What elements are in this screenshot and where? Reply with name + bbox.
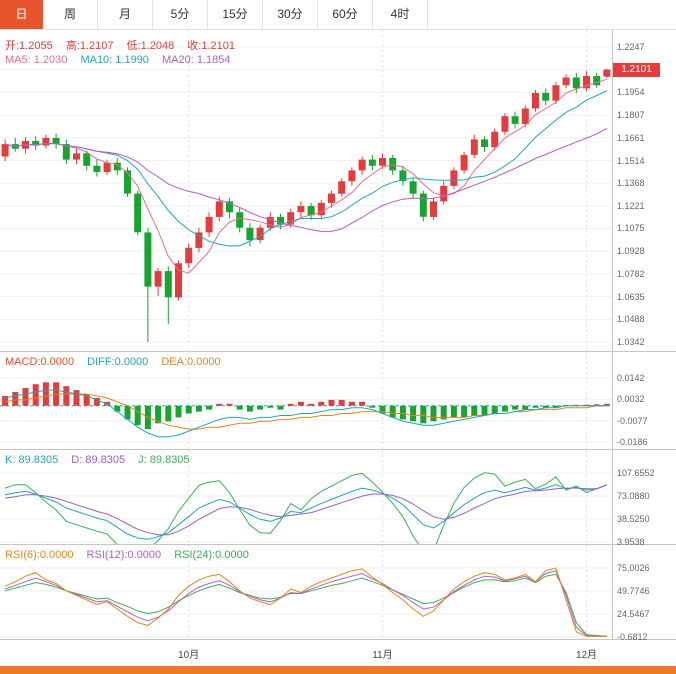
y-tick-label: 3.9538 bbox=[617, 537, 645, 547]
rsi-readout: RSI(6):0.0000 RSI(12):0.0000 RSI(24):0.0… bbox=[5, 549, 259, 561]
ohlc-readout: 开:1.2055 高:1.2107 低:1.2048 收:1.2101 bbox=[5, 37, 245, 53]
y-tick-label: 0.0032 bbox=[617, 394, 645, 405]
rsi12-value: RSI(12):0.0000 bbox=[86, 549, 162, 561]
open-value: 开:1.2055 bbox=[5, 40, 53, 52]
y-tick-label: 38.5250 bbox=[617, 513, 650, 524]
month-label-dec: 12月 bbox=[575, 650, 598, 661]
candlestick-chart[interactable] bbox=[0, 30, 612, 351]
ma-readout: MA5: 1.2030 MA10: 1.1990 MA20: 1.1854 bbox=[5, 54, 241, 66]
y-tick-label: 49.7746 bbox=[617, 586, 650, 596]
last-price-tag: 1.2101 bbox=[613, 62, 660, 77]
y-tick-label: 0.0142 bbox=[617, 373, 645, 383]
y-tick-label: 1.0342 bbox=[617, 337, 645, 347]
close-value: 收:1.2101 bbox=[187, 40, 235, 52]
low-value: 低:1.2048 bbox=[126, 40, 175, 52]
y-tick-label: 1.2247 bbox=[617, 42, 645, 52]
kdj-readout: K: 89.8305 D: 89.8305 J: 89.8305 bbox=[5, 454, 200, 466]
y-tick-label: 1.0928 bbox=[617, 246, 645, 257]
y-tick-label: 1.1954 bbox=[617, 87, 645, 98]
y-tick-label: 1.1807 bbox=[617, 110, 645, 121]
rsi-chart[interactable] bbox=[0, 545, 612, 639]
y-tick-label: 24.5467 bbox=[617, 609, 650, 619]
y-tick-label: 1.1514 bbox=[617, 155, 645, 166]
y-tick-label: -0.0186 bbox=[617, 437, 648, 447]
y-tick-label: 1.1075 bbox=[617, 223, 645, 234]
y-tick-label: 73.0880 bbox=[617, 491, 650, 501]
bottom-accent-bar bbox=[0, 666, 676, 674]
y-tick-label: -0.6812 bbox=[617, 632, 648, 642]
tab-15min[interactable]: 15分 bbox=[208, 0, 263, 29]
tab-5min[interactable]: 5分 bbox=[153, 0, 208, 29]
macd-axis: 0.0142 0.0032 -0.0077 -0.0186 bbox=[612, 352, 676, 449]
y-tick-label: -0.0077 bbox=[617, 415, 648, 426]
macd-panel: 0.0142 0.0032 -0.0077 -0.0186 MACD:0.0000 D… bbox=[0, 352, 676, 450]
rsi-axis: 75.0026 49.7746 24.5467 -0.6812 bbox=[612, 545, 676, 642]
tab-month[interactable]: 月 bbox=[98, 0, 153, 29]
kdj-panel: 107.6552 73.0880 38.5250 3.9538 K: 89.8305 … bbox=[0, 450, 676, 547]
y-tick-label: 1.1661 bbox=[617, 132, 645, 143]
dea-value: DEA:0.0000 bbox=[161, 356, 221, 368]
j-value: J: 89.8305 bbox=[138, 454, 190, 466]
price-axis: 1.2247 1.1954 1.1807 1.1661 1.1514 1.1368 1.12… bbox=[612, 30, 676, 351]
kdj-chart[interactable] bbox=[0, 450, 612, 544]
tab-60min[interactable]: 60分 bbox=[318, 0, 373, 29]
ma5-value: MA5: 1.2030 bbox=[5, 54, 68, 66]
high-value: 高:1.2107 bbox=[65, 40, 114, 52]
y-tick-label: 1.0635 bbox=[617, 291, 645, 302]
y-tick-label: 1.0782 bbox=[617, 268, 645, 279]
d-value: D: 89.8305 bbox=[71, 454, 126, 466]
month-label-oct: 10月 bbox=[178, 650, 200, 661]
rsi6-value: RSI(6):0.0000 bbox=[5, 549, 74, 561]
rsi-panel: 75.0026 49.7746 24.5467 -0.6812 RSI(6):0.00… bbox=[0, 545, 676, 642]
y-tick-label: 107.6552 bbox=[617, 468, 655, 478]
diff-value: DIFF:0.0000 bbox=[87, 356, 149, 368]
tab-30min[interactable]: 30分 bbox=[263, 0, 318, 29]
ma20-value: MA20: 1.1854 bbox=[162, 54, 231, 66]
tab-day[interactable]: 日 bbox=[0, 0, 43, 29]
x-axis: 10月 11月 12月 bbox=[0, 640, 676, 666]
rsi24-value: RSI(24):0.0000 bbox=[174, 549, 249, 561]
ma10-value: MA10: 1.1990 bbox=[80, 54, 149, 66]
y-tick-label: 1.0488 bbox=[617, 314, 645, 325]
price-panel: 1.2247 1.1954 1.1807 1.1661 1.1514 1.1368 1.12… bbox=[0, 30, 676, 352]
macd-value: MACD:0.0000 bbox=[5, 356, 75, 368]
k-value: K: 89.8305 bbox=[5, 454, 59, 466]
y-tick-label: 75.0026 bbox=[617, 563, 650, 573]
timeframe-tabbar: 日 周 月 5分 15分 30分 60分 4时 bbox=[0, 0, 676, 30]
y-tick-label: 1.1221 bbox=[617, 200, 645, 211]
tab-week[interactable]: 周 bbox=[43, 0, 98, 29]
macd-readout: MACD:0.0000 DIFF:0.0000 DEA:0.0000 bbox=[5, 356, 231, 368]
y-tick-label: 1.1368 bbox=[617, 178, 645, 189]
macd-chart[interactable] bbox=[0, 352, 612, 449]
tab-4hour[interactable]: 4时 bbox=[373, 0, 428, 29]
kdj-axis: 107.6552 73.0880 38.5250 3.9538 bbox=[612, 450, 676, 547]
month-label-nov: 11月 bbox=[372, 650, 393, 661]
